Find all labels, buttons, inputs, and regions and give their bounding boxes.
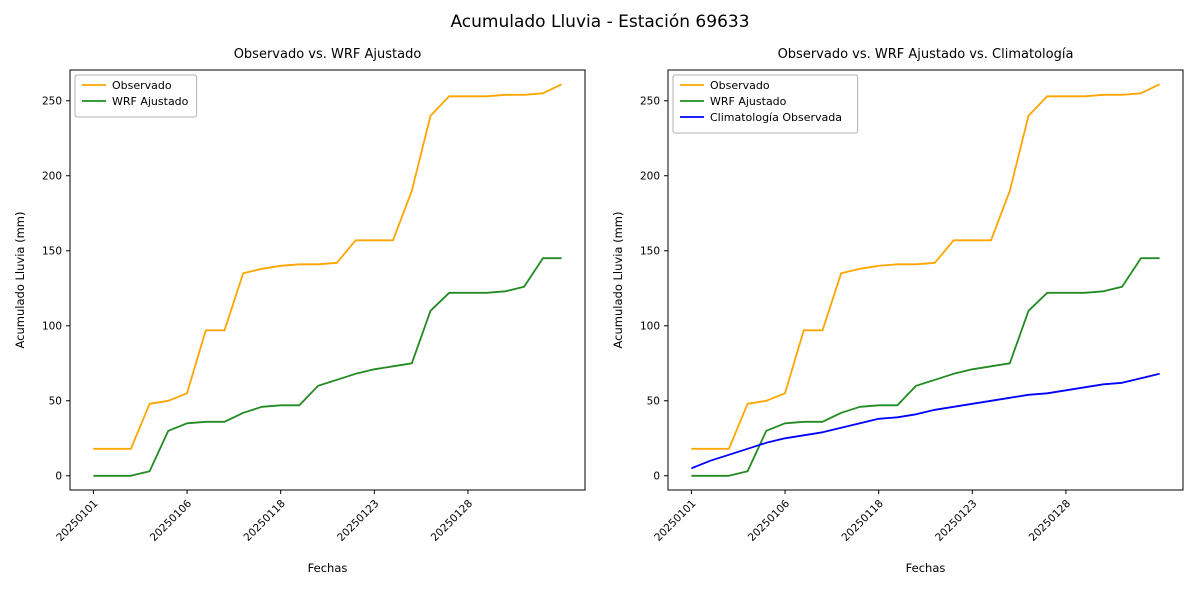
series-line-observado [691, 83, 1160, 450]
chart-right-svg: Observado vs. WRF Ajustado vs. Climatolo… [611, 47, 1184, 575]
subplot-title: Observado vs. WRF Ajustado vs. Climatolo… [778, 47, 1074, 62]
legend-box [672, 74, 859, 134]
subplot-title: Observado vs. WRF Ajustado [234, 47, 422, 62]
series-line-wrf-ajustado [93, 257, 562, 477]
figure-title: Acumulado Lluvia - Estación 69633 [450, 12, 750, 32]
x-tick-label: 20250106 [148, 497, 195, 544]
x-tick-label: 20250101 [54, 498, 100, 544]
y-tick-label: 100 [42, 320, 62, 332]
x-axis-label: Fechas [906, 561, 946, 575]
chart-left-svg: Observado vs. WRF Ajustado 0 50 100 150 200 25… [13, 47, 586, 575]
axes-frame [69, 69, 586, 491]
y-tick-label: 150 [42, 245, 62, 257]
x-tick-label: 20250123 [335, 498, 381, 544]
y-tick-label: 200 [640, 170, 660, 182]
y-tick-label: 150 [640, 245, 660, 257]
series-line-observado [93, 83, 562, 450]
y-tick-label: 250 [640, 95, 660, 107]
chart-panels: Observado vs. WRF Ajustado 0 50 100 150 200 25… [8, 38, 1200, 590]
y-tick-label: 0 [653, 470, 660, 482]
y-tick-label: 50 [647, 395, 660, 407]
y-tick-label: 250 [42, 95, 62, 107]
x-tick-label: 20250106 [746, 497, 793, 544]
legend-label-wrf-ajustado: WRF Ajustado [710, 95, 787, 108]
x-tick-label: 20250128 [429, 498, 475, 544]
legend-label-wrf-ajustado: WRF Ajustado [112, 95, 189, 108]
x-tick-label: 20250128 [1027, 498, 1073, 544]
legend-label-climatolog-a-observada: Climatología Observada [710, 111, 842, 124]
x-tick-label: 20250123 [933, 498, 979, 544]
axes-frame [667, 69, 1184, 491]
x-axis-label: Fechas [308, 561, 348, 575]
legend-label-observado: Observado [710, 79, 770, 92]
y-tick-label: 100 [640, 320, 660, 332]
y-axis-label: Acumulado Lluvia (mm) [611, 212, 625, 349]
y-axis-label: Acumulado Lluvia (mm) [13, 212, 27, 349]
x-tick-label: 20250118 [840, 498, 886, 544]
series-line-climatolog-a-observada [691, 372, 1160, 470]
chart-right: Observado vs. WRF Ajustado vs. Climatolo… [606, 38, 1198, 590]
x-tick-label: 20250101 [652, 498, 698, 544]
y-tick-label: 200 [42, 170, 62, 182]
y-tick-label: 0 [55, 470, 62, 482]
x-tick-label: 20250118 [242, 498, 288, 544]
chart-left: Observado vs. WRF Ajustado 0 50 100 150 200 25… [8, 38, 600, 590]
series-line-wrf-ajustado [691, 257, 1160, 477]
y-tick-label: 50 [49, 395, 62, 407]
legend-label-observado: Observado [112, 79, 172, 92]
